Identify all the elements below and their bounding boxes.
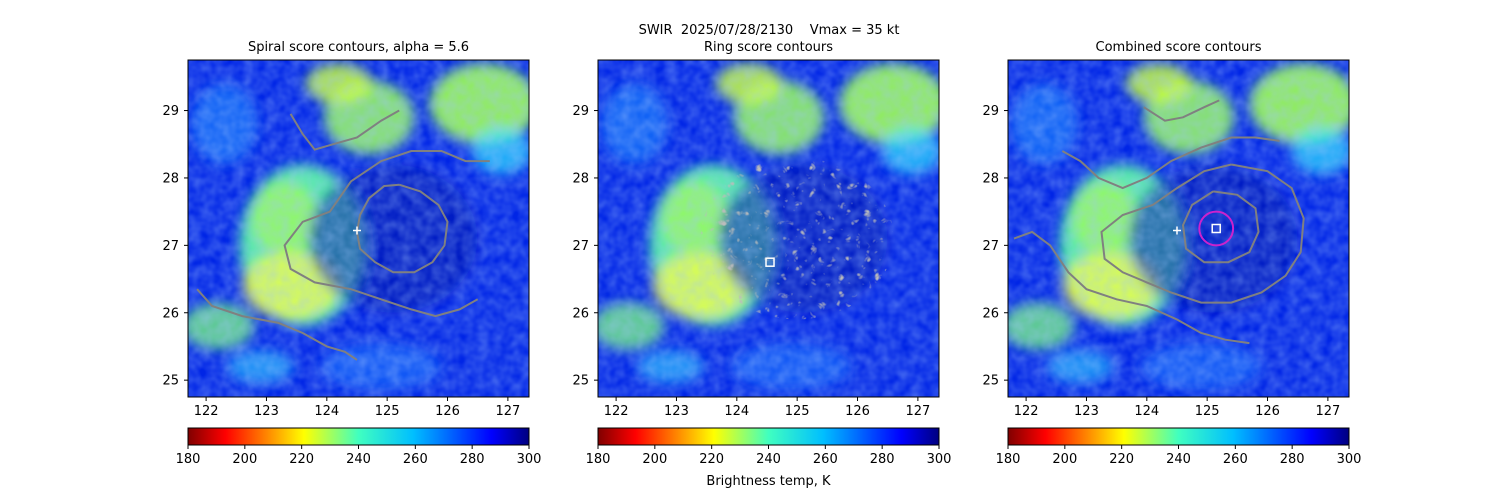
- x-tick-label: 125: [785, 404, 810, 419]
- y-tick-label: 27: [162, 239, 179, 254]
- heatmap-image: [1008, 60, 1349, 397]
- colorbar-tick-label: 240: [756, 452, 781, 467]
- x-tick-label: 122: [604, 404, 629, 419]
- x-tick-label: 122: [194, 404, 219, 419]
- x-tick-label: 125: [1195, 404, 1220, 419]
- x-tick-label: 127: [495, 404, 520, 419]
- square-marker: [765, 257, 775, 267]
- colorbar-tick-label: 180: [586, 452, 611, 467]
- colorbar-tick-label: 240: [1166, 452, 1191, 467]
- contour-line: [1181, 190, 1260, 264]
- y-tick-label: 28: [572, 171, 589, 186]
- colorbar: [597, 427, 940, 446]
- colorbar-tick-label: 220: [289, 452, 314, 467]
- y-tick-label: 29: [162, 104, 179, 119]
- ring-contour-region: [700, 157, 894, 320]
- contour-line: [1143, 99, 1220, 122]
- colorbar-tick-label: 200: [642, 452, 667, 467]
- panel-title: Ring score contours: [704, 40, 833, 55]
- panel-2: Ring score contours 122 123 124 125 126 127 25 2…: [572, 40, 951, 467]
- panel-title: Spiral score contours, alpha = 5.6: [248, 40, 469, 55]
- colorbar-tick-label: 260: [403, 452, 428, 467]
- heatmap-texture: [1008, 60, 1349, 397]
- contour-line: [1013, 230, 1250, 345]
- y-tick-label: 27: [572, 239, 589, 254]
- colorbar-tick-label: 260: [1223, 452, 1248, 467]
- colorbar-tick-label: 300: [517, 452, 542, 467]
- panel-3: Combined score contours 122 123 124 125 126 12…: [982, 40, 1361, 467]
- colorbar-tick-label: 300: [927, 452, 952, 467]
- colorbar-tick-label: 220: [699, 452, 724, 467]
- y-tick-label: 28: [982, 171, 999, 186]
- contour-line: [289, 109, 400, 151]
- colorbar-tick-label: 220: [1109, 452, 1134, 467]
- y-tick-label: 29: [572, 104, 589, 119]
- axes-frame: [597, 59, 940, 398]
- x-tick-label: 123: [254, 404, 279, 419]
- center-circle: [1198, 210, 1235, 247]
- colorbar: [1007, 427, 1350, 446]
- x-tick-label: 126: [435, 404, 460, 419]
- x-tick-label: 123: [1074, 404, 1099, 419]
- heatmap-image: [598, 60, 939, 397]
- panel-1: Spiral score contours, alpha = 5.6 122 123…: [162, 40, 541, 467]
- y-tick-label: 29: [982, 104, 999, 119]
- contour-line: [283, 150, 490, 318]
- axes-frame: [1007, 59, 1350, 398]
- contour-line: [1100, 163, 1305, 304]
- y-tick-label: 25: [162, 374, 179, 389]
- panel-title: Combined score contours: [1096, 40, 1262, 55]
- plus-marker: [1172, 226, 1181, 235]
- x-tick-label: 127: [1315, 404, 1340, 419]
- colorbar-tick-label: 240: [346, 452, 371, 467]
- y-tick-label: 25: [982, 374, 999, 389]
- colorbar-tick-label: 280: [460, 452, 485, 467]
- y-tick-label: 25: [572, 374, 589, 389]
- x-tick-label: 123: [664, 404, 689, 419]
- y-tick-label: 28: [162, 171, 179, 186]
- axes-frame: [187, 59, 530, 398]
- colorbar-tick-label: 200: [232, 452, 257, 467]
- x-tick-label: 127: [905, 404, 930, 419]
- colorbar-tick-label: 280: [1280, 452, 1305, 467]
- x-tick-label: 124: [724, 404, 749, 419]
- colorbar-label: Brightness temp, K: [706, 474, 831, 489]
- figure-suptitle: SWIR 2025/07/28/2130 Vmax = 35 kt: [638, 23, 900, 38]
- y-tick-label: 26: [982, 306, 999, 321]
- x-tick-label: 126: [845, 404, 870, 419]
- x-tick-label: 126: [1255, 404, 1280, 419]
- y-tick-label: 27: [982, 239, 999, 254]
- colorbar-tick-label: 180: [996, 452, 1021, 467]
- plus-marker: [352, 226, 361, 235]
- colorbar: [187, 427, 530, 446]
- y-tick-label: 26: [162, 306, 179, 321]
- colorbar-tick-label: 180: [176, 452, 201, 467]
- contour-line: [355, 183, 449, 274]
- square-marker: [1211, 223, 1221, 234]
- x-tick-label: 124: [1134, 404, 1159, 419]
- y-tick-label: 26: [572, 306, 589, 321]
- colorbar-tick-label: 200: [1052, 452, 1077, 467]
- x-tick-label: 124: [314, 404, 339, 419]
- colorbar-tick-label: 280: [870, 452, 895, 467]
- contour-line: [1061, 136, 1280, 190]
- x-tick-label: 125: [375, 404, 400, 419]
- heatmap-image: [188, 60, 529, 397]
- contour-line: [196, 288, 358, 361]
- colorbar-tick-label: 260: [813, 452, 838, 467]
- x-tick-label: 122: [1014, 404, 1039, 419]
- colorbar-tick-label: 300: [1337, 452, 1362, 467]
